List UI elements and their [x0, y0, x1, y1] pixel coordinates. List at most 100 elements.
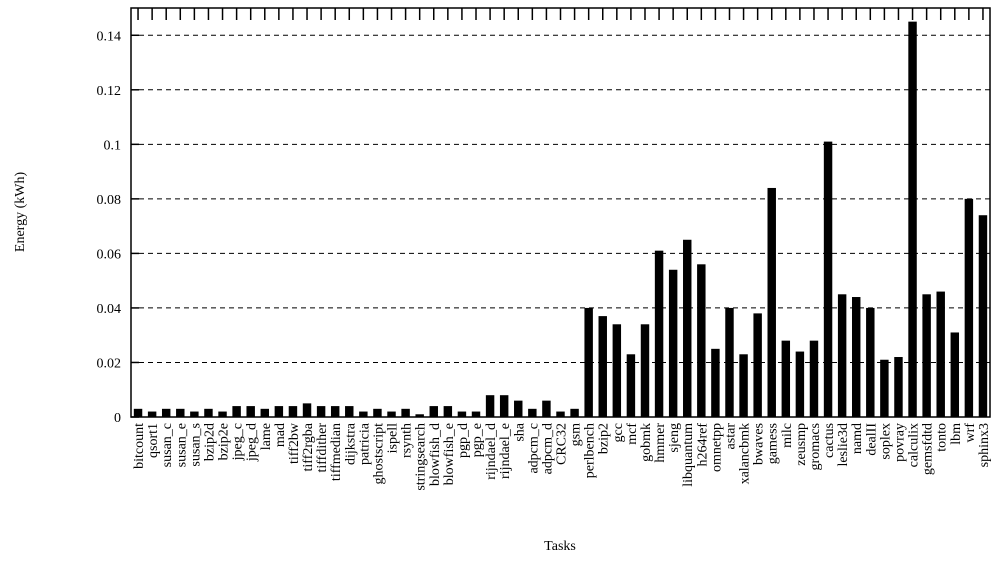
bar [767, 187, 776, 417]
x-tick-label: bzip2e [217, 423, 232, 460]
bar [894, 357, 903, 417]
bar [260, 408, 270, 417]
bar [387, 411, 396, 417]
bar [443, 406, 453, 417]
x-tick-label: tiffmedian [329, 423, 344, 481]
x-tick-label: blowfish_e [442, 423, 457, 485]
x-tick-label: dealII [864, 423, 879, 456]
x-tick-label: astar [723, 423, 738, 450]
x-tick-label: lame [259, 423, 274, 450]
x-tick-label: tonto [935, 423, 950, 452]
bar [359, 411, 368, 417]
x-tick-label: calculix [907, 423, 922, 467]
bar [795, 351, 805, 417]
bar [908, 21, 917, 418]
bar [147, 411, 157, 417]
y-tick-label: 0 [114, 411, 121, 426]
bar [964, 198, 974, 417]
bar [161, 408, 171, 417]
bar [654, 250, 664, 417]
bar [640, 324, 650, 417]
x-tick-label: bwaves [752, 423, 767, 465]
bar [246, 406, 255, 417]
bar [330, 406, 340, 417]
x-tick-label: qsort1 [146, 423, 161, 458]
bar [570, 408, 579, 417]
x-tick-label: stringsearch [414, 423, 429, 491]
bar [936, 291, 945, 417]
y-tick-label: 0.02 [97, 356, 122, 371]
x-tick-label: ispell [386, 423, 401, 453]
x-tick-label: susan_c [160, 423, 175, 467]
y-tick-label: 0.12 [97, 84, 122, 99]
x-tick-label: sphinx3 [977, 423, 992, 467]
x-tick-label: pgp_d [456, 423, 471, 458]
x-tick-label: mad [273, 423, 288, 447]
x-tick-label: wrf [963, 423, 978, 443]
y-tick-label: 0.1 [104, 138, 122, 153]
bar [683, 239, 692, 417]
bar [457, 411, 467, 417]
bar [133, 408, 143, 417]
x-tick-label: cactus [822, 423, 837, 458]
y-tick-label: 0.04 [97, 302, 122, 317]
bar [880, 359, 889, 417]
bar [612, 324, 622, 417]
bar [739, 354, 748, 417]
bar [851, 297, 861, 417]
bar [823, 141, 833, 417]
bar [626, 354, 636, 417]
x-tick-label: tiffdither [315, 423, 330, 473]
x-tick-label: bzip2d [202, 423, 217, 461]
bar [274, 406, 284, 417]
bar [781, 340, 791, 417]
x-tick-label: namd [850, 423, 865, 454]
bar [725, 307, 734, 417]
x-tick-label: sjeng [667, 423, 682, 453]
x-tick-label: rijndael_e [498, 423, 513, 479]
x-tick-label: susan_e [174, 423, 189, 467]
bar [950, 332, 960, 417]
x-tick-label: soplex [878, 423, 893, 460]
x-tick-label: adpcm_c [526, 423, 541, 474]
x-tick-label: leslie3d [836, 423, 851, 467]
bar [485, 395, 495, 417]
x-tick-label: bitcount [132, 423, 147, 469]
x-tick-label: povray [892, 423, 907, 462]
x-tick-label: sha [512, 422, 527, 441]
bar [598, 316, 607, 417]
bar [302, 403, 312, 417]
x-tick-label: rijndael_d [484, 423, 499, 480]
x-tick-label: gsm [569, 423, 584, 446]
bar [556, 411, 565, 417]
x-tick-label: tiff2rgba [301, 422, 316, 471]
x-tick-label: ghostscript [371, 423, 386, 485]
y-tick-label: 0.06 [97, 247, 122, 262]
bar [668, 269, 678, 417]
y-tick-label: 0.08 [97, 193, 122, 208]
bar [499, 395, 509, 417]
y-axis-label: Energy (kWh) [13, 172, 28, 253]
bar [190, 411, 199, 417]
x-tick-label: gamess [766, 423, 781, 464]
bar [176, 408, 185, 417]
bar [809, 340, 819, 417]
bar [415, 414, 424, 417]
x-tick-label: omnetpp [709, 423, 724, 472]
bar [837, 294, 847, 417]
x-tick-label: rsynth [400, 423, 415, 458]
x-tick-label: adpcm_d [540, 423, 555, 474]
x-tick-label: lbm [949, 423, 964, 445]
x-tick-label: patricia [357, 422, 372, 465]
bar [218, 411, 227, 417]
x-tick-label: jpeg_c [231, 423, 246, 461]
x-tick-label: gemsfdtd [921, 423, 936, 475]
plot-frame [130, 7, 991, 418]
bar [753, 313, 762, 417]
x-tick-label: gromacs [808, 423, 823, 470]
x-tick-label: zeusmp [794, 423, 809, 466]
x-tick-label: hmmer [653, 423, 668, 463]
x-tick-label: tiff2bw [287, 422, 302, 464]
x-tick-label: gobmk [639, 423, 654, 462]
